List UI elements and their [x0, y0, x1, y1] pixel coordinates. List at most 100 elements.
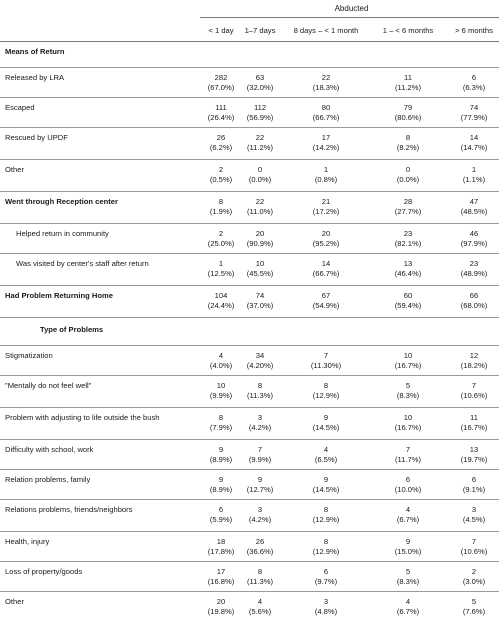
cell-percent: (19.7%) [460, 455, 488, 464]
cell-percent: (11.2%) [394, 83, 422, 92]
cell-percent: (4.0%) [209, 361, 233, 370]
row-label: Other [5, 165, 24, 174]
table-cell: 9 (14.5%) [292, 475, 360, 495]
table-cell: 7 (10.6%) [452, 537, 496, 557]
cell-count: 18 [216, 537, 226, 546]
cell-count: 79 [403, 103, 413, 112]
cell-percent: (27.7%) [394, 207, 422, 216]
column-header: 1 – < 6 months [382, 26, 434, 35]
row-divider [0, 345, 499, 346]
table-cell: 8 (7.9%) [205, 413, 237, 433]
row-label: Was visited by center's staff after retu… [16, 259, 149, 268]
cell-count: 17 [216, 567, 226, 576]
table-cell: 14 (14.7%) [452, 133, 496, 153]
row-label: Means of Return [5, 47, 65, 56]
cell-percent: (6.7%) [396, 515, 420, 524]
row-label: Other [5, 597, 24, 606]
cell-percent: (95.2%) [312, 239, 340, 248]
cell-percent: (4.8%) [314, 607, 338, 616]
table-cell: 4 (4.0%) [205, 351, 237, 371]
table-cell: 2 (3.0%) [452, 567, 496, 587]
cell-count: 8 [323, 537, 329, 546]
header-divider [0, 41, 499, 42]
row-label: Went through Reception center [5, 197, 118, 206]
row-divider [0, 97, 499, 98]
table-cell: 60 (59.4%) [378, 291, 438, 311]
table-cell: 0 (0.0%) [244, 165, 276, 185]
cell-percent: (0.0%) [396, 175, 420, 184]
cell-percent: (6.5%) [314, 455, 338, 464]
cell-count: 1 [471, 165, 477, 174]
cell-percent: (10.6%) [460, 547, 488, 556]
cell-percent: (7.9%) [209, 423, 233, 432]
table-cell: 6 (10.0%) [378, 475, 438, 495]
cell-count: 14 [469, 133, 479, 142]
cell-percent: (90.9%) [246, 239, 274, 248]
cell-percent: (0.8%) [314, 175, 338, 184]
table-cell: 5 (8.3%) [378, 567, 438, 587]
cell-percent: (12.9%) [312, 391, 340, 400]
cell-percent: (7.6%) [462, 607, 486, 616]
cell-percent: (45.5%) [246, 269, 274, 278]
cell-count: 4 [257, 597, 263, 606]
table-cell: 74 (37.0%) [244, 291, 276, 311]
cell-percent: (77.9%) [460, 113, 488, 122]
cell-count: 22 [321, 73, 331, 82]
cell-percent: (12.9%) [312, 547, 340, 556]
cell-count: 1 [323, 165, 329, 174]
row-divider [0, 499, 499, 500]
cell-percent: (15.0%) [394, 547, 422, 556]
cell-count: 6 [323, 567, 329, 576]
cell-count: 9 [323, 475, 329, 484]
table-cell: 67 (54.9%) [292, 291, 360, 311]
cell-percent: (11.3%) [246, 391, 274, 400]
cell-percent: (6.7%) [396, 607, 420, 616]
cell-percent: (59.4%) [394, 301, 422, 310]
table-cell: 4 (5.6%) [244, 597, 276, 617]
table-cell: 8 (12.9%) [292, 381, 360, 401]
cell-count: 9 [218, 475, 224, 484]
cell-count: 20 [255, 229, 265, 238]
row-label: Stigmatization [5, 351, 53, 360]
cell-percent: (16.7%) [394, 361, 422, 370]
column-header: 1–7 days [244, 26, 276, 35]
cell-count: 10 [403, 351, 413, 360]
cell-count: 66 [469, 291, 479, 300]
table-cell: 4 (6.5%) [292, 445, 360, 465]
row-divider [0, 317, 499, 318]
cell-percent: (8.9%) [209, 455, 233, 464]
cell-count: 8 [323, 381, 329, 390]
cell-count: 13 [403, 259, 413, 268]
row-label: Difficulty with school, work [5, 445, 94, 454]
cell-percent: (0.5%) [209, 175, 233, 184]
cell-percent: (80.6%) [394, 113, 422, 122]
cell-count: 8 [405, 133, 411, 142]
cell-count: 22 [255, 197, 265, 206]
row-label: Type of Problems [40, 325, 104, 334]
table-cell: 17 (14.2%) [292, 133, 360, 153]
table-cell: 74 (77.9%) [452, 103, 496, 123]
cell-count: 67 [321, 291, 331, 300]
cell-count: 26 [216, 133, 226, 142]
cell-count: 4 [405, 597, 411, 606]
table-cell: 1 (1.1%) [452, 165, 496, 185]
cell-percent: (6.2%) [209, 143, 233, 152]
column-header: < 1 day [208, 26, 234, 35]
table-cell: 10 (16.7%) [378, 351, 438, 371]
table-cell: 0 (0.0%) [378, 165, 438, 185]
table-cell: 2 (25.0%) [205, 229, 237, 249]
row-label: "Mentally do not feel well" [5, 381, 92, 390]
cell-count: 63 [255, 73, 265, 82]
cell-count: 112 [253, 103, 267, 112]
cell-percent: (46.4%) [394, 269, 422, 278]
cell-count: 5 [471, 597, 477, 606]
table-cell: 9 (8.9%) [205, 475, 237, 495]
table-cell: 20 (90.9%) [244, 229, 276, 249]
cell-percent: (9.7%) [314, 577, 338, 586]
table-cell: 2 (0.5%) [205, 165, 237, 185]
table-cell: 7 (9.9%) [244, 445, 276, 465]
row-divider [0, 439, 499, 440]
cell-percent: (3.0%) [462, 577, 486, 586]
cell-percent: (54.9%) [312, 301, 340, 310]
cell-percent: (11.7%) [394, 455, 422, 464]
